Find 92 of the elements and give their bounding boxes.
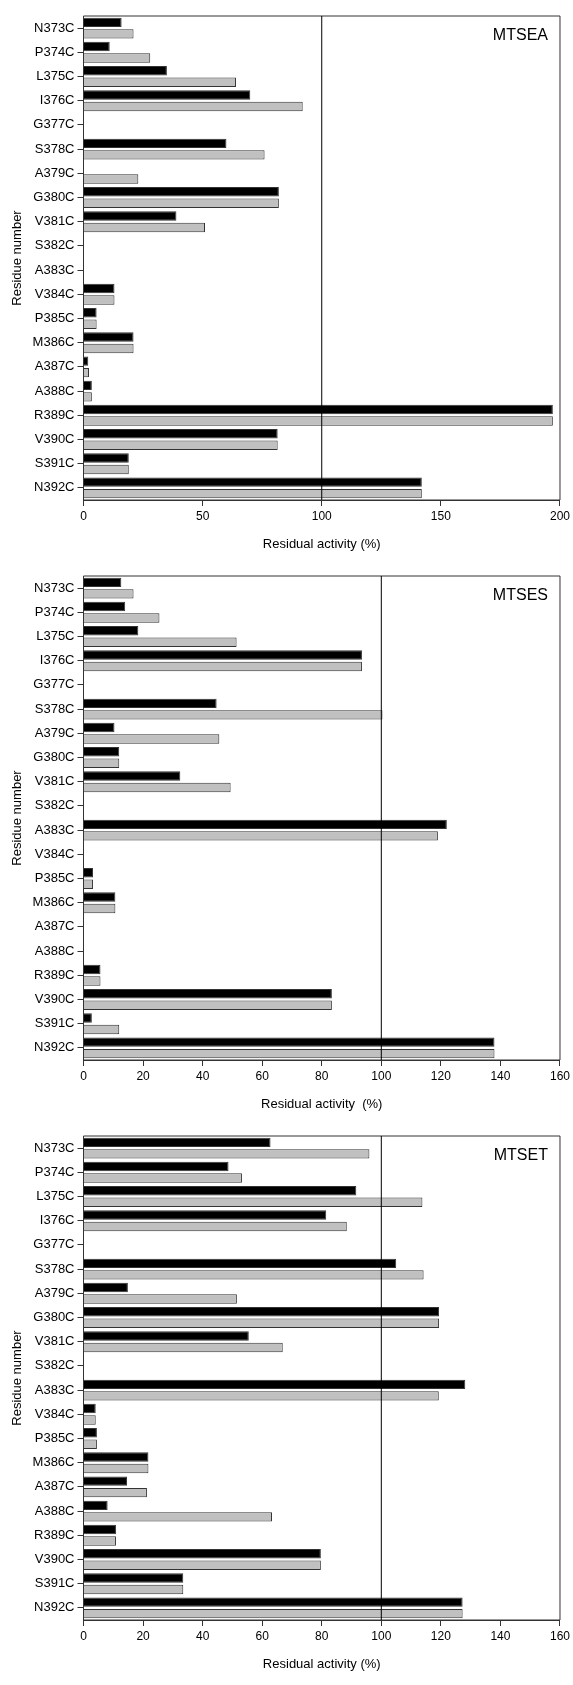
y-tick-label: V381C (34, 213, 75, 229)
y-tick-label: A387C (34, 1478, 75, 1494)
y-tick-label: G380C (33, 749, 75, 765)
x-tick-label: 120 (430, 1068, 452, 1083)
annotation: MTSES (492, 586, 548, 604)
y-tick-label: V390C (34, 1551, 75, 1567)
y-tick-label: A388C (34, 942, 75, 958)
x-tick-label: 140 (490, 1628, 511, 1643)
y-tick-label: P374C (34, 1163, 75, 1179)
x-tick-label: 200 (549, 508, 571, 523)
y-tick-label: R389C (34, 1526, 75, 1542)
y-tick-label: V381C (34, 773, 75, 789)
y-tick-label: S378C (34, 700, 75, 716)
x-tick-label: 0 (80, 508, 88, 523)
y-tick-label: I376C (39, 92, 75, 108)
x-tick-label: 20 (136, 1068, 151, 1083)
y-axis-title: Residue number (9, 769, 25, 866)
y-tick-label: V390C (34, 431, 75, 447)
y-tick-label: A388C (34, 1502, 75, 1518)
y-tick-label: A383C (34, 821, 75, 837)
y-tick-label: N392C (34, 479, 75, 495)
x-axis-title: Residual activity (%) (262, 535, 381, 551)
y-tick-label: N392C (34, 1039, 75, 1055)
y-tick-label: V390C (34, 991, 75, 1007)
y-tick-label: M386C (32, 1454, 75, 1470)
y-tick-label: A379C (34, 164, 75, 180)
x-axis-title: Residual activity (%) (261, 1095, 383, 1111)
y-tick-label: L375C (36, 68, 75, 84)
x-tick-label: 50 (195, 508, 210, 523)
y-tick-label: S382C (34, 237, 75, 253)
y-tick-label: V381C (34, 1333, 75, 1349)
annotation: MTSET (493, 1146, 549, 1164)
x-tick-label: 80 (315, 1628, 329, 1643)
x-tick-label: 150 (430, 508, 452, 523)
x-tick-label: 40 (195, 1068, 210, 1083)
y-tick-label: P374C (34, 603, 75, 619)
y-tick-label: A388C (34, 382, 75, 398)
x-tick-label: 40 (195, 1628, 210, 1643)
y-tick-label: V384C (34, 1405, 75, 1421)
x-tick-label: 0 (80, 1628, 88, 1643)
y-tick-label: P385C (34, 1430, 75, 1446)
y-tick-label: S378C (34, 1260, 75, 1276)
y-tick-label: V384C (34, 845, 75, 861)
y-tick-label: I376C (39, 652, 75, 668)
y-tick-label: G380C (33, 1309, 75, 1325)
annotation: MTSEA (492, 26, 549, 44)
y-tick-label: L375C (36, 1188, 75, 1204)
y-tick-label: P385C (34, 870, 75, 886)
y-tick-label: N373C (34, 579, 75, 595)
y-tick-label: P374C (34, 43, 75, 59)
y-tick-label: A387C (34, 918, 75, 934)
x-tick-label: 120 (430, 1628, 452, 1643)
x-tick-label: 100 (371, 1068, 392, 1083)
x-tick-label: 160 (549, 1068, 571, 1083)
y-tick-label: S391C (34, 1575, 75, 1591)
x-tick-label: 0 (80, 1068, 88, 1083)
x-tick-label: 140 (490, 1068, 511, 1083)
y-tick-label: A379C (34, 724, 75, 740)
y-tick-label: A383C (34, 261, 75, 277)
x-tick-label: 20 (136, 1628, 151, 1643)
y-tick-label: N373C (34, 19, 75, 35)
y-tick-label: M386C (32, 334, 75, 350)
y-tick-label: L375C (36, 628, 75, 644)
y-tick-label: R389C (34, 406, 75, 422)
x-axis-title: Residual activity (%) (262, 1655, 381, 1671)
x-tick-label: 80 (315, 1068, 329, 1083)
y-tick-label: M386C (32, 894, 75, 910)
x-tick-label: 60 (255, 1628, 270, 1643)
y-tick-label: P385C (34, 310, 75, 326)
y-tick-label: S378C (34, 140, 75, 156)
x-tick-label: 100 (371, 1628, 392, 1643)
y-tick-label: S382C (34, 1357, 75, 1373)
y-tick-label: S391C (34, 1015, 75, 1031)
y-tick-label: G380C (33, 189, 75, 205)
y-tick-label: N392C (34, 1599, 75, 1615)
y-tick-label: G377C (33, 1236, 75, 1252)
y-tick-label: V384C (34, 285, 75, 301)
y-tick-label: G377C (33, 116, 75, 132)
y-tick-label: N373C (34, 1139, 75, 1155)
y-tick-label: A379C (34, 1284, 75, 1300)
y-tick-label: G377C (33, 676, 75, 692)
y-axis-title: Residue number (9, 209, 25, 306)
x-tick-label: 60 (255, 1068, 270, 1083)
y-axis-title: Residue number (9, 1329, 25, 1426)
y-tick-label: I376C (39, 1212, 75, 1228)
y-tick-label: S391C (34, 455, 75, 471)
y-tick-label: A387C (34, 358, 75, 374)
x-tick-label: 100 (311, 508, 333, 523)
y-tick-label: S382C (34, 797, 75, 813)
y-tick-label: A383C (34, 1381, 75, 1397)
y-tick-label: R389C (34, 966, 75, 982)
x-tick-label: 160 (549, 1628, 571, 1643)
